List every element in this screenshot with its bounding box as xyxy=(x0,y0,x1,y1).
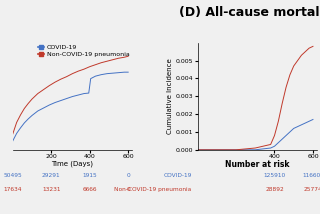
Text: 29291: 29291 xyxy=(42,173,60,178)
Text: 125910: 125910 xyxy=(263,173,286,178)
Text: 116608: 116608 xyxy=(302,173,320,178)
Text: 0: 0 xyxy=(126,173,130,178)
Text: 28892: 28892 xyxy=(265,187,284,192)
X-axis label: Time (Days): Time (Days) xyxy=(52,160,93,167)
Text: 0: 0 xyxy=(126,187,130,192)
Text: 25774: 25774 xyxy=(304,187,320,192)
Text: (D) All-cause mortality: (D) All-cause mortality xyxy=(179,6,320,19)
X-axis label: Number at risk: Number at risk xyxy=(225,160,290,169)
Text: Non-COVID-19 pneumonia: Non-COVID-19 pneumonia xyxy=(114,187,192,192)
Text: 1915: 1915 xyxy=(82,173,97,178)
Legend: COVID-19, Non-COVID-19 pneumonia: COVID-19, Non-COVID-19 pneumonia xyxy=(37,44,130,58)
Text: COVID-19: COVID-19 xyxy=(163,173,192,178)
Y-axis label: Cumulative Incidence: Cumulative Incidence xyxy=(167,58,173,134)
Text: 50495: 50495 xyxy=(4,173,22,178)
Text: 13231: 13231 xyxy=(42,187,60,192)
Text: 17634: 17634 xyxy=(4,187,22,192)
Text: 6666: 6666 xyxy=(83,187,97,192)
